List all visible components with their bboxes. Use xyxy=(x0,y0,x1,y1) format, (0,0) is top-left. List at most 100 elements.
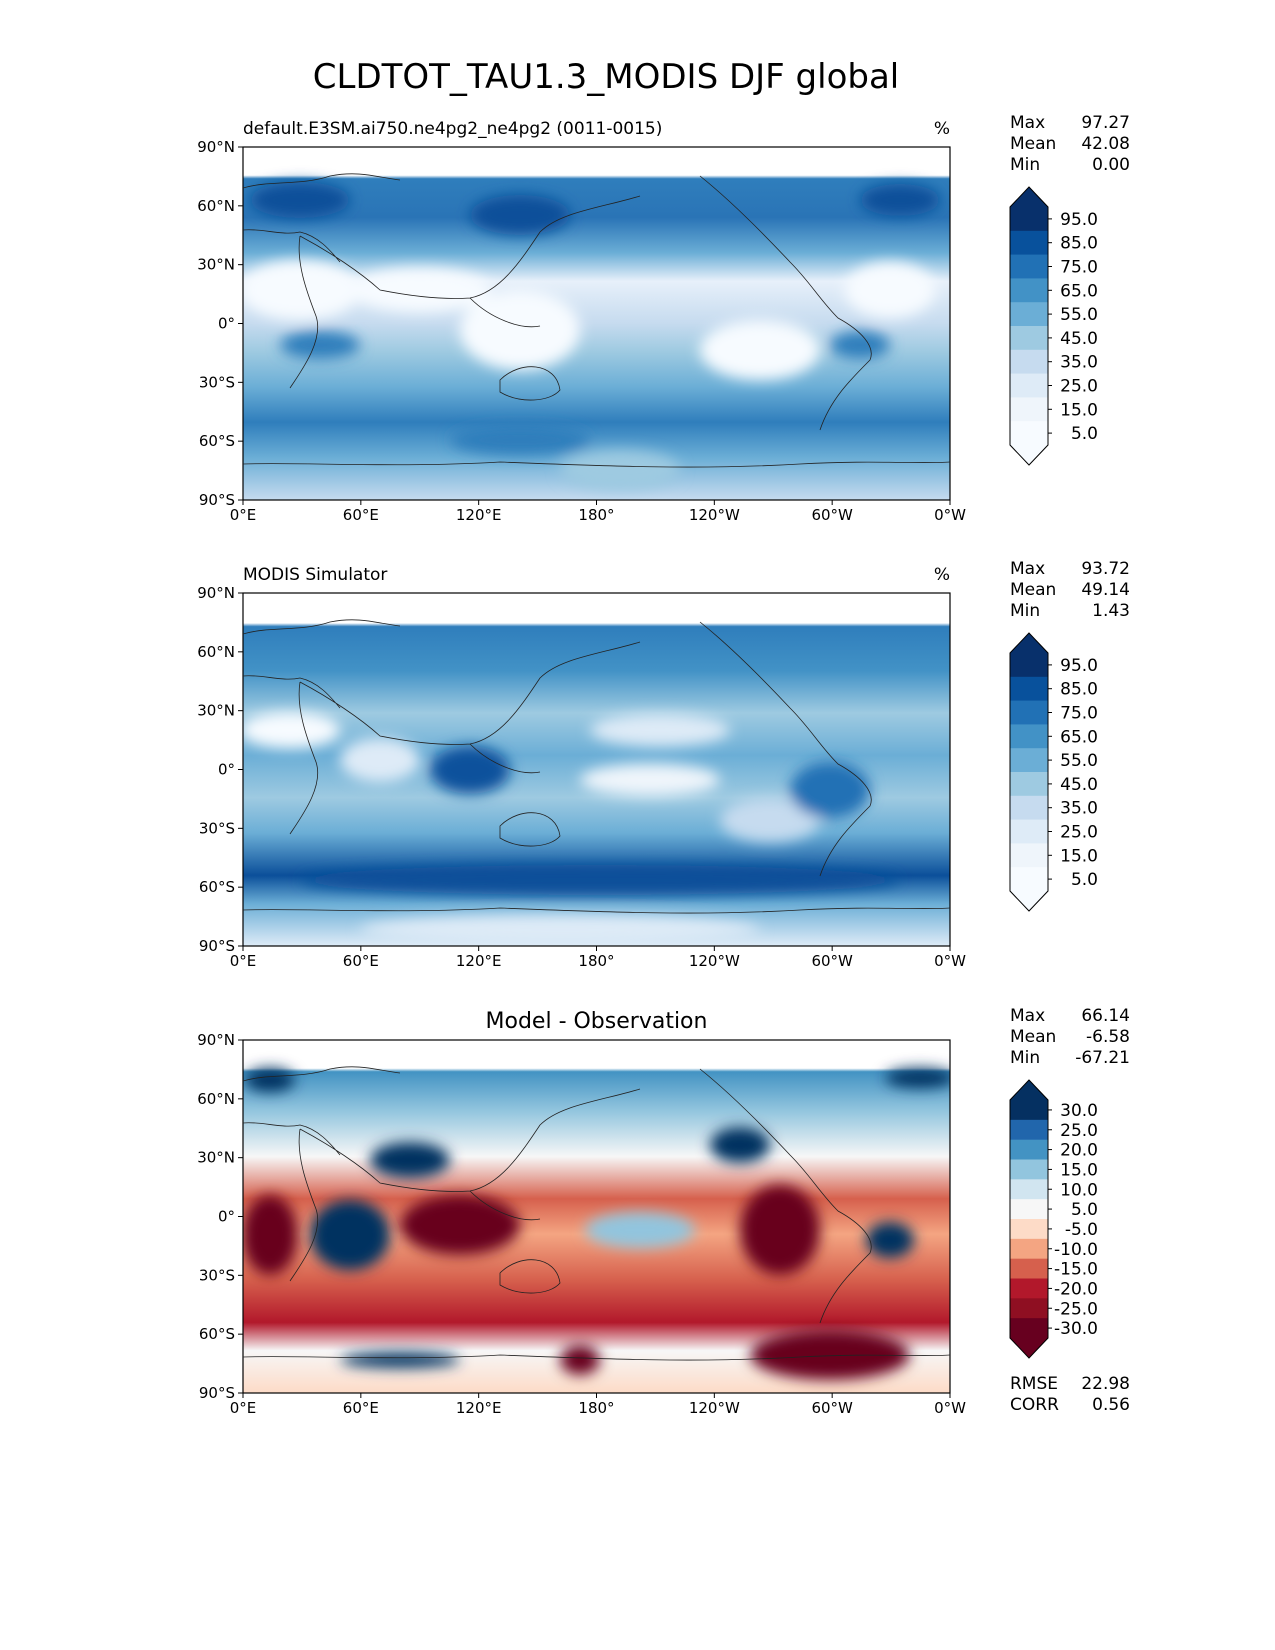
colorbar-extend-min xyxy=(1010,445,1048,465)
colorbar-bin xyxy=(1010,819,1048,844)
field-blobs xyxy=(243,712,900,945)
y-tick-label: 90°N xyxy=(197,584,235,602)
x-tick-label: 180° xyxy=(578,952,614,970)
stat-value: 1.43 xyxy=(1092,601,1130,621)
colorbar-label: 45.0 xyxy=(1060,329,1098,349)
stat-label: Mean xyxy=(1010,580,1056,600)
colorbar-extend-max xyxy=(1010,633,1048,653)
colorbar-bin xyxy=(1010,724,1048,749)
colorbar-bin xyxy=(1010,1219,1048,1240)
x-tick-label: 60°W xyxy=(811,506,853,524)
colorbar-label: 85.0 xyxy=(1060,680,1098,700)
stat-value: 49.14 xyxy=(1081,580,1130,600)
x-tick-label: 120°W xyxy=(689,506,740,524)
colorbar-label: 65.0 xyxy=(1060,281,1098,301)
coastline-overlay xyxy=(243,173,950,468)
colorbar-label: 20.0 xyxy=(1060,1141,1098,1161)
colorbar-label: -5.0 xyxy=(1065,1220,1098,1240)
stat-value: -6.58 xyxy=(1086,1027,1130,1047)
stat-label: Mean xyxy=(1010,1027,1056,1047)
colorbar-label: 10.0 xyxy=(1060,1180,1098,1200)
stat-value: -67.21 xyxy=(1075,1048,1130,1068)
colorbar-label: 15.0 xyxy=(1060,1160,1098,1180)
field-blobs xyxy=(243,1068,950,1380)
colorbar-label: -25.0 xyxy=(1054,1299,1098,1319)
y-tick-label: 0° xyxy=(218,761,235,779)
x-tick-label: 180° xyxy=(578,1399,614,1417)
y-tick-label: 30°S xyxy=(199,1266,235,1284)
colorbar-label: 65.0 xyxy=(1060,727,1098,747)
y-tick-label: 60°S xyxy=(199,432,235,450)
colorbar-label: -20.0 xyxy=(1054,1279,1098,1299)
stat-label: Max xyxy=(1010,1006,1045,1026)
colorbar-bin xyxy=(1010,748,1048,773)
coastline-overlay xyxy=(243,1066,950,1361)
x-tick-label: 120°E xyxy=(456,506,502,524)
colorbar-label: 5.0 xyxy=(1071,424,1098,444)
x-tick-label: 0°E xyxy=(230,1399,257,1417)
colorbar-bin xyxy=(1010,700,1048,725)
colorbar-bin xyxy=(1010,1179,1048,1200)
colorbar-label: 95.0 xyxy=(1060,210,1098,230)
colorbar-bin xyxy=(1010,676,1048,702)
colorbar-label: 55.0 xyxy=(1060,751,1098,771)
x-tick-label: 60°E xyxy=(343,506,379,524)
colorbar-extend-max xyxy=(1010,187,1048,207)
colorbar-label: 25.0 xyxy=(1060,823,1098,843)
stat-value: 93.72 xyxy=(1081,559,1130,579)
units-label: % xyxy=(934,565,950,585)
colorbar-bin xyxy=(1010,1278,1048,1299)
y-tick-label: 90°S xyxy=(199,937,235,955)
colorbar-bin xyxy=(1010,278,1048,303)
colorbar-label: 75.0 xyxy=(1060,258,1098,278)
colorbar-extend-min xyxy=(1010,1338,1048,1358)
colorbar-bin xyxy=(1010,1119,1048,1141)
panel-title: MODIS Simulator xyxy=(243,565,387,585)
colorbar-bin xyxy=(1010,421,1048,446)
colorbar-label: 15.0 xyxy=(1060,400,1098,420)
colorbar-label: 55.0 xyxy=(1060,305,1098,325)
colorbar-bin xyxy=(1010,795,1048,821)
y-tick-label: 60°S xyxy=(199,1325,235,1343)
colorbar-bin xyxy=(1010,326,1048,351)
x-tick-label: 120°E xyxy=(456,952,502,970)
colorbar-label: 75.0 xyxy=(1060,704,1098,724)
colorbar-label: 45.0 xyxy=(1060,775,1098,795)
y-tick-label: 90°N xyxy=(197,138,235,156)
colorbar-bin xyxy=(1010,1100,1048,1121)
y-tick-label: 90°N xyxy=(197,1031,235,1049)
map-panel-reference xyxy=(242,592,951,947)
colorbar-bin xyxy=(1010,302,1048,327)
colorbar-label: 5.0 xyxy=(1071,870,1098,890)
stat-label: Max xyxy=(1010,113,1045,133)
metric-value: 22.98 xyxy=(1081,1374,1130,1394)
x-tick-label: 60°E xyxy=(343,952,379,970)
colorbar-extend-max xyxy=(1010,1080,1048,1100)
colorbar-bin xyxy=(1010,1298,1048,1319)
y-tick-label: 30°N xyxy=(197,1149,235,1167)
stat-label: Min xyxy=(1010,155,1040,175)
colorbar-label: 15.0 xyxy=(1060,846,1098,866)
field-background xyxy=(243,147,950,500)
colorbar-bin xyxy=(1010,207,1048,232)
x-tick-label: 120°W xyxy=(689,1399,740,1417)
x-tick-label: 60°W xyxy=(811,1399,853,1417)
y-tick-label: 0° xyxy=(218,1208,235,1226)
colorbar-label: 5.0 xyxy=(1071,1200,1098,1220)
map-panel-difference xyxy=(242,1039,951,1394)
y-tick-label: 30°N xyxy=(197,256,235,274)
colorbar-label: 35.0 xyxy=(1060,799,1098,819)
metric-value: 0.56 xyxy=(1092,1395,1130,1415)
y-tick-label: 90°S xyxy=(199,1384,235,1402)
x-tick-label: 0°E xyxy=(230,506,257,524)
stat-label: Min xyxy=(1010,601,1040,621)
x-tick-label: 0°W xyxy=(934,1399,966,1417)
metric-label: CORR xyxy=(1010,1395,1059,1415)
colorbar-label: 25.0 xyxy=(1060,1121,1098,1141)
x-tick-label: 120°W xyxy=(689,952,740,970)
y-tick-label: 30°S xyxy=(199,373,235,391)
colorbar-label: 35.0 xyxy=(1060,353,1098,373)
colorbar-bin xyxy=(1010,1238,1048,1260)
map-field xyxy=(243,147,950,500)
